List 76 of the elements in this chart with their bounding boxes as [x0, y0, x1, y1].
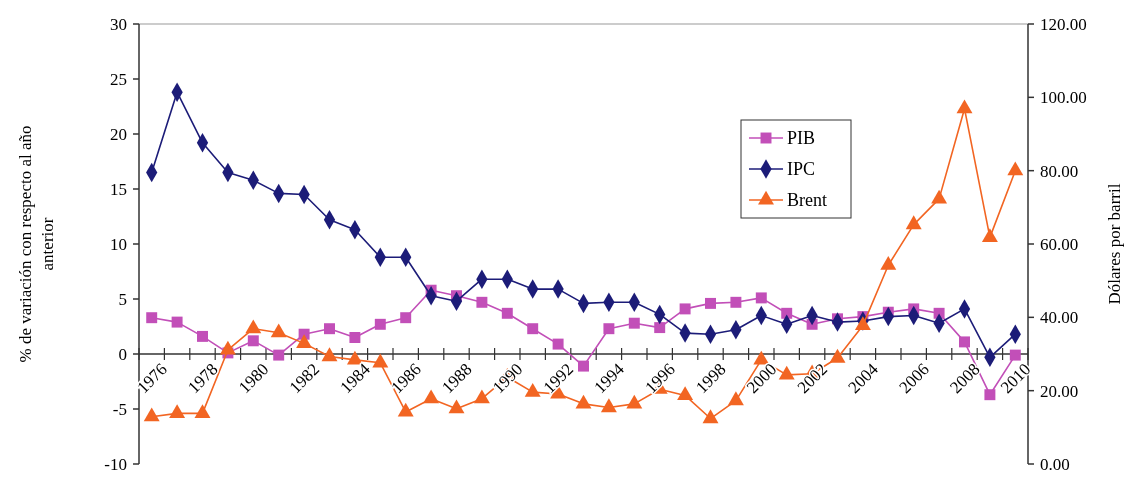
point [349, 332, 361, 343]
point [654, 322, 666, 334]
point [854, 316, 871, 330]
legend-label: IPC [787, 159, 816, 180]
y2-tick-label: 40.00 [1040, 308, 1079, 328]
point [600, 398, 617, 413]
y-tick-label: -10 [104, 454, 127, 474]
y-tick-label: 25 [110, 69, 127, 89]
point [448, 399, 465, 414]
y-tick-label: 20 [110, 124, 127, 144]
y2-tick-label: 20.00 [1040, 381, 1079, 401]
point [194, 404, 211, 418]
point [524, 382, 541, 397]
point [501, 307, 513, 319]
point [143, 407, 160, 422]
point [956, 99, 973, 114]
y-tick-label: 10 [110, 234, 127, 254]
y2-tick-label: 120.00 [1040, 14, 1087, 34]
point [273, 349, 285, 361]
point [476, 296, 488, 308]
point [245, 319, 262, 334]
point [321, 347, 338, 362]
y-axis-title: % de variación con respecto al año anterior [15, 125, 57, 363]
point [1009, 349, 1021, 361]
y2-tick-label: 80.00 [1040, 161, 1079, 181]
point [575, 394, 592, 409]
legend-label: PIB [787, 128, 816, 149]
point [552, 338, 564, 350]
point [778, 365, 795, 380]
y-tick-label: 0 [118, 344, 127, 364]
y2-tick-label: 60.00 [1040, 234, 1079, 254]
y-tick-label: 30 [110, 14, 127, 34]
point [984, 389, 996, 401]
point [829, 348, 846, 363]
point [169, 404, 186, 418]
point [702, 409, 719, 424]
point [400, 312, 412, 324]
point [626, 394, 643, 409]
point [296, 334, 313, 348]
point [677, 386, 694, 401]
point [603, 323, 615, 335]
point [374, 318, 386, 330]
point [981, 228, 998, 242]
point [931, 189, 948, 204]
point [527, 323, 539, 335]
point [755, 292, 767, 304]
y-tick-label: -5 [112, 399, 127, 419]
point [727, 391, 744, 406]
point [1007, 161, 1024, 176]
point [372, 353, 389, 368]
point [219, 340, 236, 355]
y2-tick-label: 100.00 [1040, 88, 1087, 108]
point [628, 317, 640, 329]
point [270, 323, 287, 338]
y-tick-label: 5 [118, 289, 127, 309]
point [171, 316, 183, 328]
point [247, 335, 259, 347]
legend-label: Brent [787, 190, 827, 211]
point [324, 323, 335, 335]
point [880, 256, 897, 270]
point [679, 303, 691, 315]
point [578, 360, 589, 372]
point [146, 312, 158, 324]
point [397, 402, 414, 417]
point [753, 350, 770, 365]
y-tick-label: 15 [110, 179, 127, 199]
point [473, 389, 490, 404]
point [959, 336, 970, 348]
point [197, 330, 208, 342]
y2-tick-label: 0.00 [1040, 454, 1070, 474]
point [730, 296, 742, 308]
point [705, 297, 716, 309]
point [423, 389, 440, 404]
point [905, 215, 922, 230]
point [781, 307, 793, 319]
y2-axis-title: Dólares por barril [1105, 183, 1124, 305]
